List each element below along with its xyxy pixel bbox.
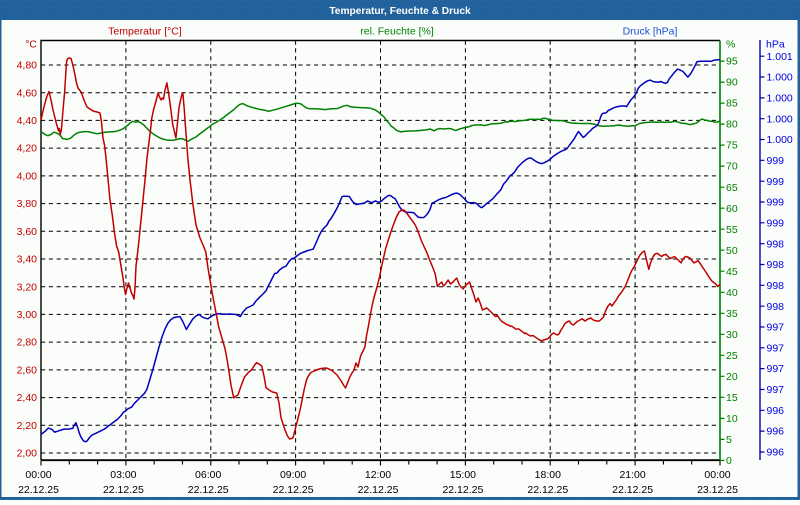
svg-text:1.001: 1.001 [767,51,793,63]
svg-text:996: 996 [767,447,785,459]
svg-text:22.12.25: 22.12.25 [273,484,314,496]
svg-text:997: 997 [767,363,785,375]
svg-text:85: 85 [726,98,738,110]
svg-text:2,80: 2,80 [17,337,38,349]
svg-text:4,20: 4,20 [17,143,38,155]
svg-text:15:00: 15:00 [450,469,476,481]
svg-text:75: 75 [726,140,738,152]
svg-text:25: 25 [726,350,738,362]
svg-text:00:00: 00:00 [704,469,730,481]
svg-text:4,00: 4,00 [17,171,38,183]
svg-text:20: 20 [726,371,738,383]
svg-text:1.000: 1.000 [767,113,793,125]
svg-text:998: 998 [767,259,785,271]
svg-text:45: 45 [726,266,738,278]
svg-text:Temperatur [°C]: Temperatur [°C] [108,26,182,38]
svg-text:1.000: 1.000 [767,134,793,146]
svg-text:22.12.25: 22.12.25 [527,484,568,496]
svg-text:35: 35 [726,308,738,320]
svg-text:hPa: hPa [766,39,785,51]
svg-text:70: 70 [726,161,738,173]
svg-text:90: 90 [726,77,738,89]
svg-text:2,60: 2,60 [17,365,38,377]
svg-text:1.000: 1.000 [767,72,793,84]
svg-text:2,20: 2,20 [17,420,38,432]
svg-text:Temperatur, Feuchte & Druck: Temperatur, Feuchte & Druck [329,6,471,17]
svg-text:3,40: 3,40 [17,254,38,266]
svg-text:°C: °C [25,39,37,51]
svg-text:rel. Feuchte [%]: rel. Feuchte [%] [360,26,434,38]
svg-text:998: 998 [767,238,785,250]
svg-text:50: 50 [726,245,738,257]
svg-text:Druck [hPa]: Druck [hPa] [623,26,678,38]
svg-text:4,40: 4,40 [17,115,38,127]
svg-text:60: 60 [726,203,738,215]
svg-text:80: 80 [726,119,738,131]
svg-text:00:00: 00:00 [25,469,51,481]
svg-text:1.000: 1.000 [767,93,793,105]
svg-text:999: 999 [767,176,785,188]
svg-text:03:00: 03:00 [110,469,136,481]
svg-text:65: 65 [726,182,738,194]
svg-text:22.12.25: 22.12.25 [188,484,229,496]
svg-text:22.12.25: 22.12.25 [358,484,399,496]
svg-text:%: % [726,39,735,51]
svg-text:5: 5 [726,434,732,446]
svg-text:997: 997 [767,384,785,396]
svg-text:10: 10 [726,413,738,425]
svg-text:22.12.25: 22.12.25 [612,484,653,496]
svg-text:4,60: 4,60 [17,87,38,99]
svg-text:997: 997 [767,322,785,334]
svg-text:18:00: 18:00 [535,469,561,481]
svg-text:997: 997 [767,342,785,354]
svg-text:999: 999 [767,197,785,209]
svg-text:998: 998 [767,301,785,313]
svg-text:996: 996 [767,426,785,438]
svg-text:22.12.25: 22.12.25 [442,484,483,496]
svg-text:998: 998 [767,280,785,292]
svg-text:3,20: 3,20 [17,281,38,293]
svg-text:30: 30 [726,329,738,341]
svg-text:95: 95 [726,56,738,68]
svg-text:15: 15 [726,392,738,404]
svg-text:3,80: 3,80 [17,198,38,210]
svg-text:999: 999 [767,217,785,229]
svg-text:3,60: 3,60 [17,226,38,238]
svg-text:996: 996 [767,405,785,417]
svg-text:2,00: 2,00 [17,448,38,460]
svg-text:55: 55 [726,224,738,236]
svg-text:22.12.25: 22.12.25 [103,484,144,496]
svg-text:06:00: 06:00 [195,469,221,481]
svg-text:40: 40 [726,287,738,299]
svg-text:23.12.25: 23.12.25 [697,484,738,496]
svg-text:0: 0 [726,455,732,467]
svg-text:999: 999 [767,155,785,167]
svg-text:4,80: 4,80 [17,60,38,72]
svg-text:21:00: 21:00 [619,469,645,481]
svg-text:3,00: 3,00 [17,309,38,321]
svg-text:2,40: 2,40 [17,392,38,404]
svg-text:22.12.25: 22.12.25 [18,484,59,496]
svg-text:09:00: 09:00 [280,469,306,481]
svg-text:12:00: 12:00 [365,469,391,481]
